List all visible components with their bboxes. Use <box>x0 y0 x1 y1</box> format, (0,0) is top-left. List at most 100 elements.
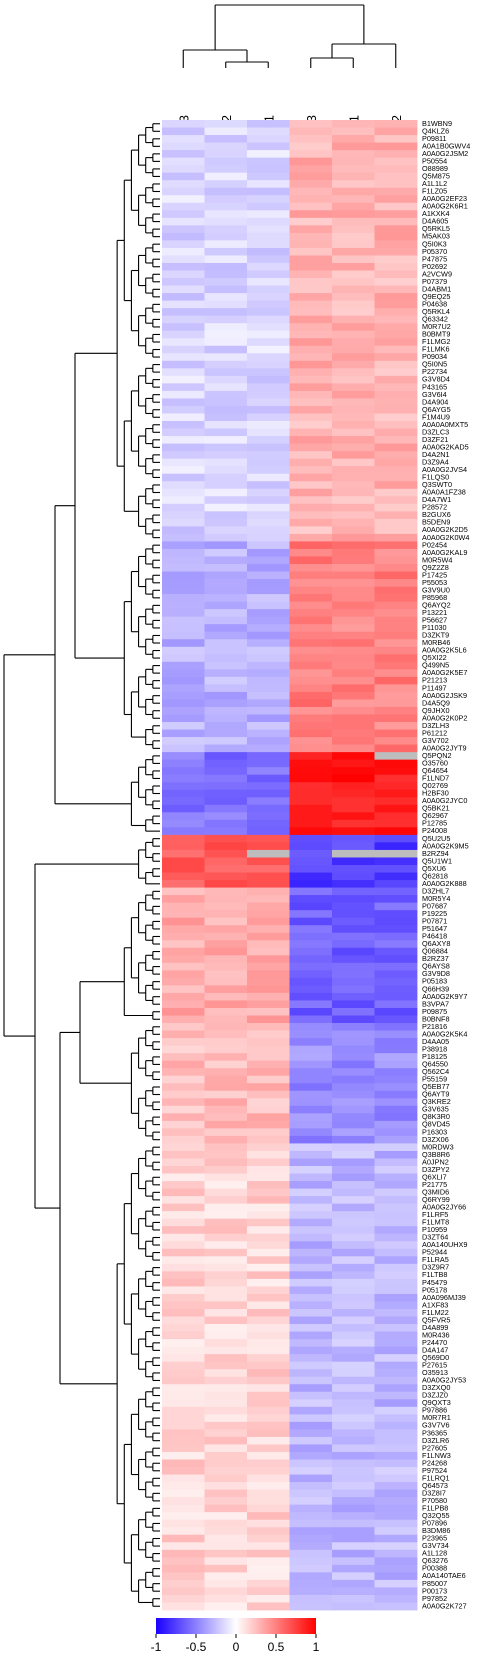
heatmap-cell <box>374 120 418 128</box>
heatmap-cell <box>247 1248 290 1257</box>
heatmap-cell <box>204 1346 248 1355</box>
heatmap-cell <box>374 240 418 249</box>
heatmap-cell <box>289 1346 333 1355</box>
heatmap-cell <box>247 992 290 1001</box>
row-label: Q6AYT9 <box>422 1090 449 1099</box>
heatmap-cell <box>332 481 375 490</box>
heatmap-cell <box>289 413 333 422</box>
heatmap-cell <box>247 563 290 572</box>
heatmap-cell <box>162 804 205 813</box>
heatmap-cell <box>204 1286 248 1295</box>
heatmap-cell <box>332 225 375 234</box>
heatmap-cell <box>374 970 418 979</box>
heatmap-cell <box>162 488 205 497</box>
heatmap-cell <box>332 616 375 625</box>
row-label: Q4KLZ6 <box>422 126 449 135</box>
heatmap-cell <box>162 1158 205 1167</box>
heatmap-cell <box>162 1331 205 1340</box>
row-label: F1LRQ1 <box>422 1473 450 1482</box>
row-label: P11030 <box>422 623 447 632</box>
heatmap-cell <box>289 1414 333 1423</box>
heatmap-cell <box>204 262 248 271</box>
heatmap-cell <box>374 1308 418 1317</box>
heatmap-cell <box>204 1504 248 1513</box>
row-label: G3V9D8 <box>422 969 450 978</box>
row-label: P52944 <box>422 1248 447 1257</box>
heatmap-cell <box>374 473 418 482</box>
heatmap-cell <box>162 127 205 136</box>
heatmap-cell <box>332 330 375 339</box>
heatmap-cell <box>162 368 205 377</box>
row-label: D3Z9R7 <box>422 1263 449 1272</box>
heatmap-cell <box>162 526 205 535</box>
row-label: P02454 <box>422 540 447 549</box>
heatmap-cell <box>289 1166 333 1174</box>
heatmap-cell <box>204 782 248 791</box>
heatmap-cell <box>289 1594 333 1603</box>
heatmap-cell <box>289 1263 333 1272</box>
heatmap-cell <box>204 1474 248 1483</box>
heatmap-cell <box>204 1406 248 1415</box>
heatmap-cell <box>162 1015 205 1024</box>
heatmap-cell <box>204 232 248 241</box>
heatmap-cell <box>332 1361 375 1370</box>
heatmap-cell <box>289 187 333 196</box>
heatmap-cell <box>204 511 248 520</box>
heatmap-cell <box>162 1090 205 1099</box>
heatmap-cell <box>162 225 205 234</box>
heatmap-cell <box>162 1549 205 1558</box>
heatmap-cell <box>162 541 205 550</box>
heatmap-cell <box>374 714 418 723</box>
heatmap-cell <box>374 142 418 151</box>
heatmap-cell <box>162 767 205 776</box>
heatmap-cell <box>374 1557 418 1566</box>
heatmap-cell <box>204 812 248 821</box>
heatmap-cell <box>374 1346 418 1355</box>
heatmap-cell <box>374 338 418 347</box>
heatmap-cell <box>204 1579 248 1588</box>
heatmap-cell <box>289 1181 333 1189</box>
heatmap-cell <box>332 661 375 670</box>
heatmap-cell <box>332 195 375 204</box>
heatmap-cell <box>204 1271 248 1280</box>
heatmap-cell <box>332 383 375 392</box>
heatmap-cell <box>289 1075 333 1084</box>
heatmap-cell <box>247 895 290 904</box>
heatmap-cell <box>162 413 205 422</box>
row-label: B1WBN9 <box>422 119 452 128</box>
heatmap-cell <box>247 857 290 866</box>
heatmap-cell <box>162 1504 205 1513</box>
heatmap-cell <box>289 925 333 934</box>
heatmap-cell <box>162 1451 205 1460</box>
heatmap-cell <box>374 789 418 798</box>
heatmap-cell <box>374 466 418 475</box>
row-label: B0BNF8 <box>422 1014 450 1023</box>
heatmap-cell <box>289 1482 333 1490</box>
heatmap-cell <box>162 1256 205 1265</box>
heatmap-cell <box>289 1369 333 1378</box>
heatmap-cell <box>247 1068 290 1077</box>
heatmap-cell <box>332 1218 375 1227</box>
heatmap-cell <box>247 398 290 407</box>
heatmap-cell <box>162 135 205 143</box>
heatmap-cell <box>332 579 375 587</box>
heatmap-cell <box>332 1060 375 1069</box>
heatmap-cell <box>374 737 418 745</box>
heatmap-cell <box>204 1391 248 1400</box>
heatmap-cell <box>247 1391 290 1400</box>
heatmap-cell <box>247 1120 290 1129</box>
heatmap-cell <box>162 345 205 354</box>
heatmap-cell <box>332 563 375 572</box>
heatmap-cell <box>162 1241 205 1250</box>
heatmap-cell <box>247 526 290 535</box>
heatmap-cell <box>289 142 333 151</box>
heatmap-cell <box>332 887 375 896</box>
heatmap-cell <box>332 1233 375 1242</box>
row-label: P85007 <box>422 1579 447 1588</box>
heatmap-cell <box>332 270 375 279</box>
heatmap-cell <box>204 1324 248 1332</box>
heatmap-cell <box>247 1135 290 1144</box>
heatmap-cell <box>162 1233 205 1242</box>
row-label: Q5RKL4 <box>422 307 450 316</box>
heatmap-cell <box>374 804 418 813</box>
